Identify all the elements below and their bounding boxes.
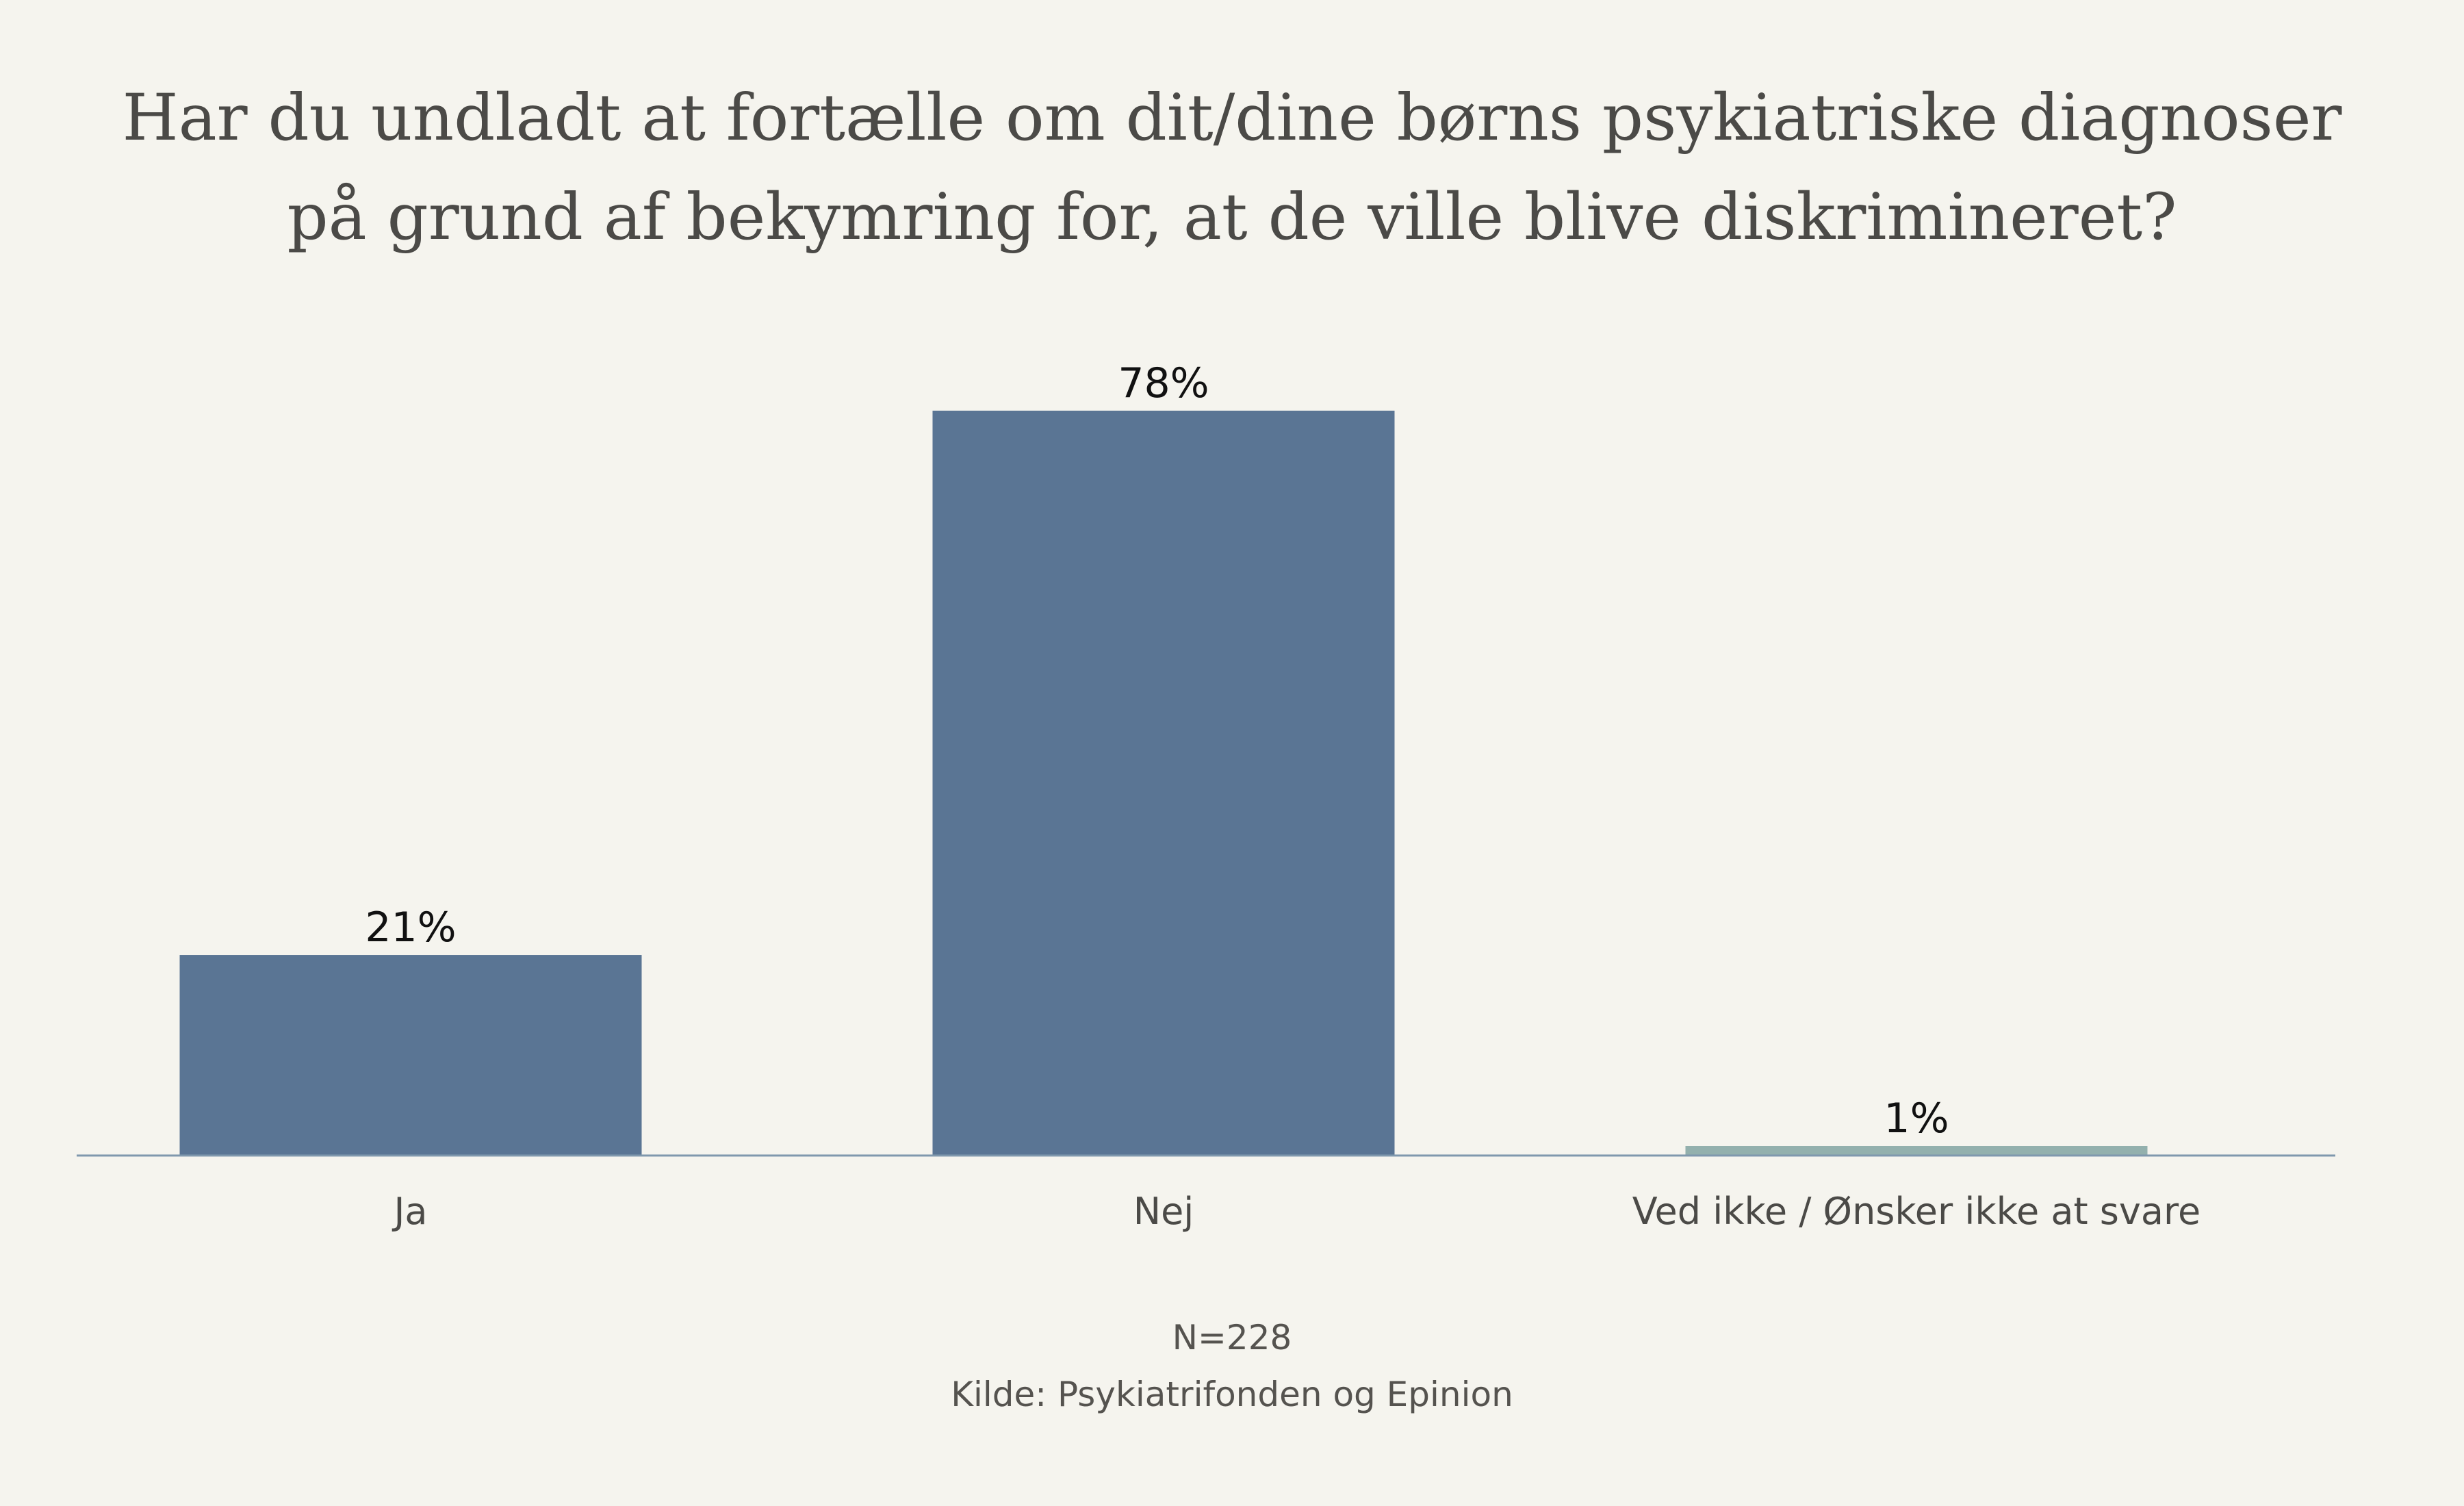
chart-title-line-1: Har du undladt at fortælle om dit/dine b… [122, 81, 2342, 155]
source-note: Kilde: Psykiatrifonden og Epinion [951, 1375, 1513, 1414]
data-label-3: 1% [1884, 1095, 1949, 1143]
bar-1 [179, 955, 642, 1156]
x-tick-label-2: Nej [1133, 1190, 1194, 1233]
bar-3 [1685, 1146, 2148, 1156]
bar-2 [932, 410, 1395, 1156]
sample-size-note: N=228 [1172, 1318, 1292, 1357]
data-label-1: 21% [365, 904, 456, 952]
chart-title: Har du undladt at fortælle om dit/dine b… [0, 68, 2464, 267]
x-tick-label-3: Ved ikke / Ønsker ikke at svare [1632, 1190, 2200, 1233]
x-tick-label-1: Ja [392, 1190, 427, 1233]
data-label-2: 78% [1118, 359, 1209, 407]
chart-title-line-2: på grund af bekymring for, at de ville b… [287, 180, 2177, 255]
